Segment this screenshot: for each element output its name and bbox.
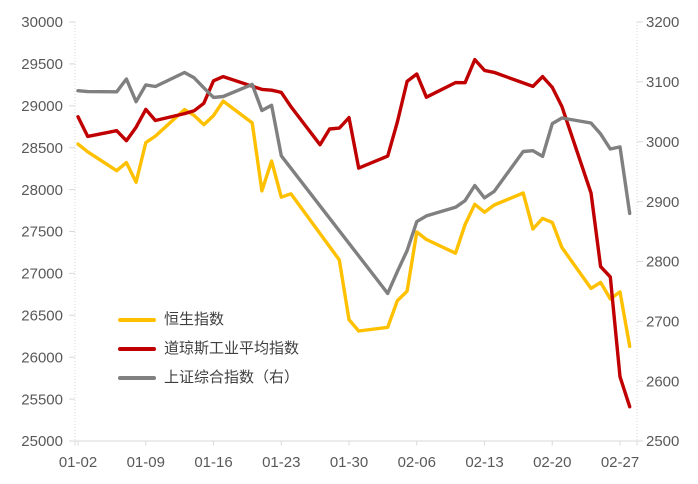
y-left-tick-label: 25000 [21, 433, 63, 450]
series-line-0 [76, 99, 632, 348]
x-tick-label: 02-27 [601, 454, 639, 471]
legend-swatch-shanghai-composite-index [118, 375, 156, 380]
y-right-tick-label: 3100 [646, 74, 679, 91]
legend: 恒生指数 道琼斯工业平均指数 上证综合指数（右） [118, 305, 299, 392]
legend-label-shanghai-composite-index: 上证综合指数（右） [164, 369, 300, 386]
y-right-tick-label: 2500 [646, 433, 679, 450]
y-left-tick-label: 29500 [21, 56, 63, 73]
x-tick-label: 01-02 [59, 454, 97, 471]
x-tick-label: 02-13 [465, 454, 503, 471]
x-tick-label: 01-09 [127, 454, 165, 471]
series-line-2 [76, 70, 632, 296]
legend-swatch-dow-jones-index [118, 346, 156, 351]
y-right-tick-label: 2600 [646, 373, 679, 390]
y-left-tick-label: 27500 [21, 224, 63, 241]
legend-item-shanghai-composite-index: 上证综合指数（右） [118, 363, 299, 392]
y-left-tick-label: 28500 [21, 140, 63, 157]
x-tick-label: 01-16 [194, 454, 232, 471]
y-left-tick-label: 28000 [21, 182, 63, 199]
y-right-tick-label: 2800 [646, 254, 679, 271]
y-right-tick-label: 3200 [646, 14, 679, 31]
legend-label-hang-seng-index: 恒生指数 [164, 311, 225, 328]
y-right-tick-label: 3000 [646, 134, 679, 151]
y-left-tick-label: 29000 [21, 98, 63, 115]
y-left-tick-label: 26000 [21, 349, 63, 366]
y-right-tick-label: 2700 [646, 313, 679, 330]
y-left-tick-label: 27000 [21, 266, 63, 283]
y-left-tick-label: 30000 [21, 14, 63, 31]
y-right-tick-label: 2900 [646, 194, 679, 211]
y-left-tick-label: 25500 [21, 391, 63, 408]
y-left-tick-label: 26500 [21, 308, 63, 325]
series-line-1 [76, 57, 632, 409]
x-tick-label: 02-20 [533, 454, 571, 471]
x-tick-label: 01-30 [330, 454, 368, 471]
legend-swatch-hang-seng-index [118, 317, 156, 322]
x-tick-label: 01-23 [262, 454, 300, 471]
legend-item-hang-seng-index: 恒生指数 [118, 305, 299, 334]
legend-item-dow-jones-index: 道琼斯工业平均指数 [118, 334, 299, 363]
legend-label-dow-jones-index: 道琼斯工业平均指数 [164, 340, 300, 357]
x-tick-label: 02-06 [398, 454, 436, 471]
